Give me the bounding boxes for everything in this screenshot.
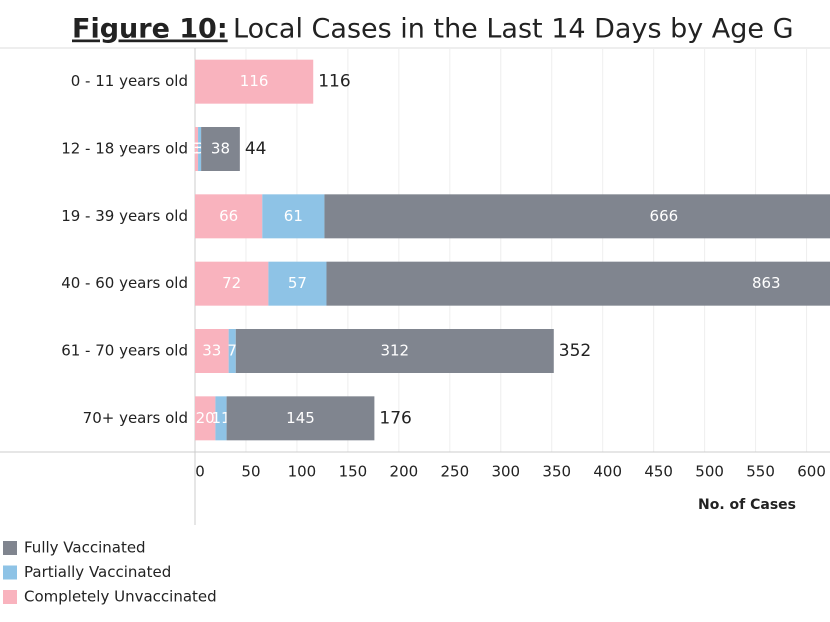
- x-tick-label: 200: [390, 463, 419, 481]
- x-tick-label: 350: [542, 463, 571, 481]
- segment-label: 11: [211, 409, 230, 427]
- segment-label: 7: [227, 342, 237, 360]
- legend-swatch: [3, 590, 17, 604]
- legend-swatch: [3, 541, 17, 555]
- x-tick-label: 450: [644, 463, 673, 481]
- y-tick-label: 19 - 39 years old: [61, 207, 188, 225]
- segment-label: 145: [286, 409, 315, 427]
- x-tick-label: 0: [195, 463, 205, 481]
- x-tick-label: 550: [746, 463, 775, 481]
- bar-segment: [195, 194, 263, 239]
- x-tick-label: 150: [339, 463, 368, 481]
- bar-segment: [201, 127, 240, 171]
- segment-label: 116: [240, 72, 269, 90]
- segment-label: 72: [222, 274, 241, 292]
- segment-label: 3: [195, 140, 205, 158]
- bar-segment: [195, 261, 269, 306]
- bar-segment: [195, 127, 199, 171]
- bar-segment: [268, 261, 327, 306]
- bar-segment: [326, 261, 830, 306]
- x-tick-label: 300: [491, 463, 520, 481]
- segment-label: 3: [192, 140, 202, 158]
- segment-label: 57: [288, 274, 307, 292]
- bar-segment: [195, 59, 314, 104]
- segment-label: 312: [380, 342, 409, 360]
- y-tick-label: 61 - 70 years old: [61, 342, 188, 360]
- legend-label: Fully Vaccinated: [24, 539, 146, 557]
- bar-segment: [235, 329, 554, 373]
- segment-label: 33: [202, 342, 221, 360]
- total-label: 176: [379, 408, 411, 428]
- bar-segment: [215, 396, 227, 441]
- legend-swatch: [3, 565, 17, 580]
- x-tick-label: 100: [288, 463, 317, 481]
- y-tick-label: 70+ years old: [83, 409, 188, 427]
- segment-label: 863: [752, 274, 781, 292]
- x-tick-label: 500: [695, 463, 724, 481]
- bar-segment: [226, 396, 375, 441]
- x-tick-label: 600: [797, 463, 826, 481]
- legend-label: Partially Vaccinated: [24, 563, 171, 581]
- segment-label: 61: [284, 207, 303, 225]
- total-label: 116: [318, 72, 350, 92]
- bar-segment: [262, 194, 325, 239]
- y-tick-label: 0 - 11 years old: [71, 72, 188, 90]
- y-tick-label: 12 - 18 years old: [61, 140, 188, 158]
- total-label: 352: [559, 341, 591, 361]
- bar-segment: [324, 194, 830, 239]
- x-tick-label: 250: [440, 463, 469, 481]
- y-tick-label: 40 - 60 years old: [61, 274, 188, 292]
- chart-title: Figure 10:: [72, 14, 228, 45]
- chart-subtitle: Local Cases in the Last 14 Days by Age G: [233, 14, 794, 45]
- legend-label: Completely Unvaccinated: [24, 588, 217, 606]
- bar-segment: [198, 127, 202, 171]
- segment-label: 38: [211, 140, 230, 158]
- total-label: 44: [245, 139, 267, 159]
- bar-segment: [195, 329, 229, 373]
- segment-label: 66: [219, 207, 238, 225]
- x-tick-label: 400: [593, 463, 622, 481]
- segment-label: 20: [196, 409, 215, 427]
- segment-label: 666: [650, 207, 679, 225]
- bar-segment: [195, 396, 216, 441]
- x-tick-label: 50: [241, 463, 260, 481]
- bar-segment: [228, 329, 236, 373]
- x-axis-label: No. of Cases: [698, 497, 796, 513]
